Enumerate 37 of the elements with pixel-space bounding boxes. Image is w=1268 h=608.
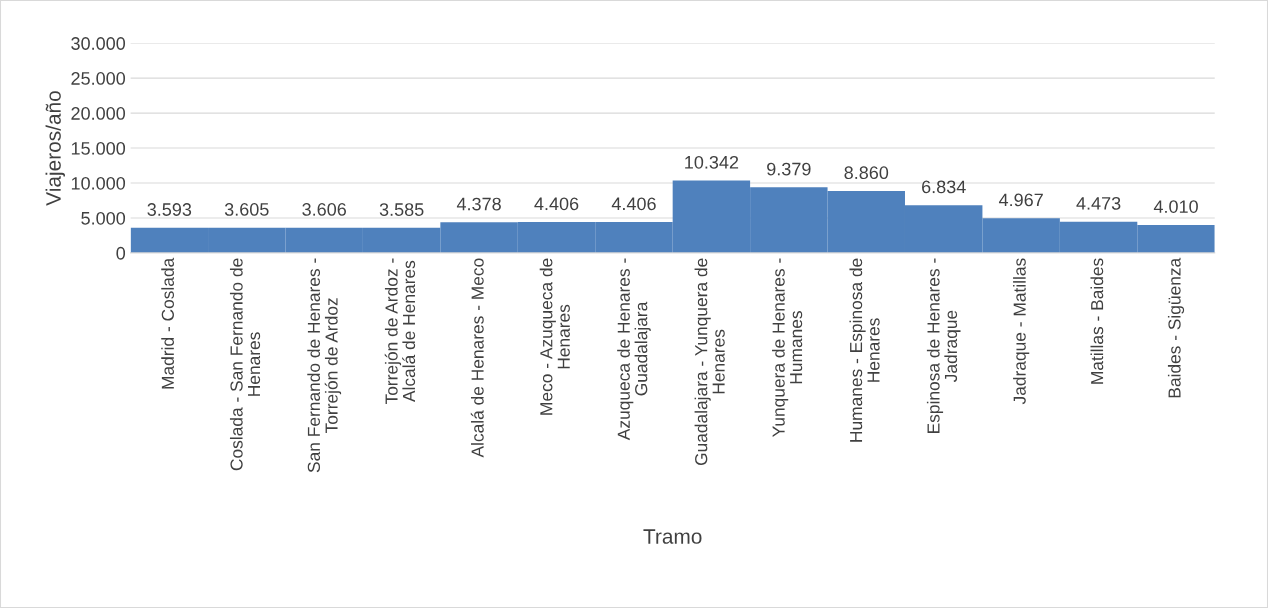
- x-tick-label: Madrid - Coslada: [161, 257, 174, 389]
- data-label: 10.342: [685, 155, 739, 169]
- x-axis-title: Tramo: [643, 529, 702, 544]
- y-tick-label: 20.000: [71, 107, 126, 120]
- data-label: 4.010: [1153, 200, 1198, 213]
- data-label: 3.585: [379, 203, 424, 216]
- data-label: 4.967: [998, 193, 1043, 207]
- y-tick-label: 25.000: [71, 72, 126, 85]
- data-label: 3.606: [302, 203, 346, 216]
- x-tick-label: Azuqueca de Henares - Guadalajara: [617, 258, 651, 441]
- y-tick-label: 30.000: [71, 37, 126, 50]
- x-tick-label: Yunquera de Henares - Humanes: [772, 258, 803, 437]
- y-axis-title: Viajeros/año: [45, 91, 65, 206]
- y-tick-label: 10.000: [71, 176, 126, 190]
- x-tick-label: Meco - Azuqueca de Henares: [539, 258, 570, 415]
- y-tick-label: 0: [116, 246, 126, 260]
- x-tick-label: Matillas - Baides: [1090, 258, 1104, 384]
- data-label: 4.406: [534, 197, 579, 211]
- data-label: 3.605: [224, 203, 269, 216]
- y-tick-label: 15.000: [71, 141, 126, 155]
- x-tick-label: Espinosa de Henares - Jadraque: [926, 258, 961, 433]
- data-label: 9.379: [767, 162, 811, 176]
- data-label: 6.834: [922, 180, 966, 194]
- x-tick-label: Baides - Sigüenza: [1167, 257, 1185, 398]
- x-tick-label: Alcalá de Henares - Meco: [470, 258, 484, 458]
- x-tick-label: Guadalajara - Yunquera de Henares: [694, 258, 725, 466]
- y-tick-label: 5.000: [81, 211, 126, 225]
- data-label: 8.860: [844, 166, 889, 180]
- x-tick-label: Humanes - Espinosa de Henares: [849, 258, 880, 442]
- data-label: 3.593: [147, 203, 192, 216]
- data-label: 4.378: [456, 197, 501, 211]
- x-tick-label: Torrejón de Ardoz - Alcalá de Henares: [384, 258, 416, 405]
- data-label: 4.406: [611, 197, 656, 211]
- x-tick-label: Coslada - San Fernando de Henares: [229, 258, 261, 471]
- data-label: 4.473: [1076, 196, 1121, 210]
- x-tick-label: San Fernando de Henares - Torrejón de Ardoz: [307, 258, 342, 473]
- x-tick-label: Jadraque - Matillas: [1013, 258, 1030, 405]
